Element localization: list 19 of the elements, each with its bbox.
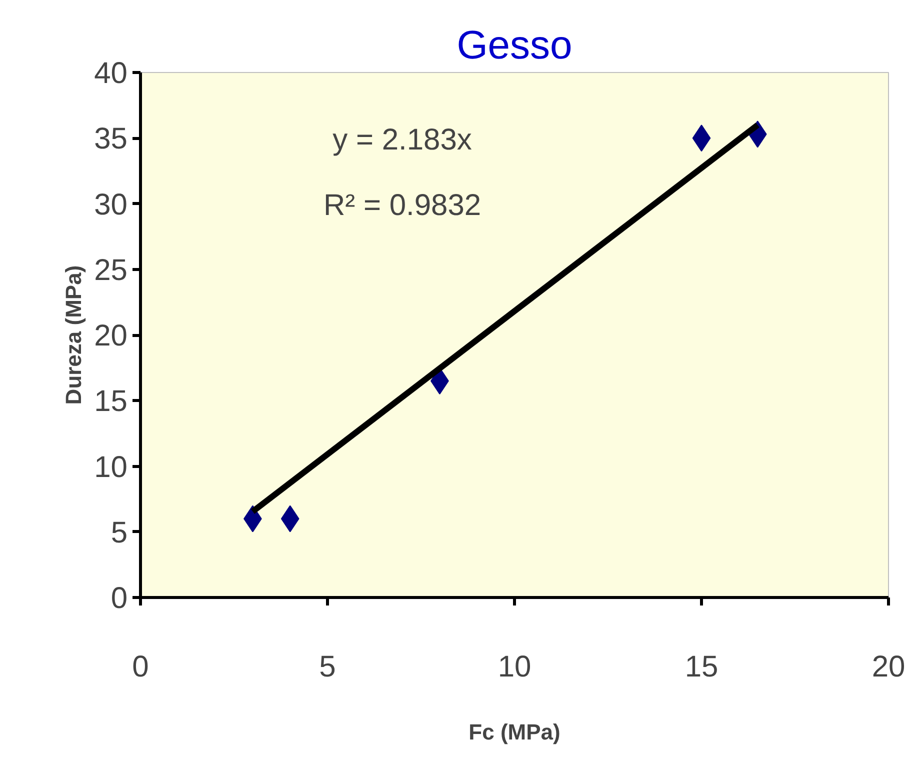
annotation: y = 2.183x (332, 124, 472, 156)
y-tick-label: 25 (94, 254, 128, 287)
y-tick-label: 15 (94, 385, 128, 418)
x-tick-label: 15 (684, 650, 718, 684)
x-tick-label: 5 (319, 650, 336, 684)
x-tick-label: 20 (872, 650, 906, 684)
y-tick-label: 35 (94, 122, 128, 156)
y-tick-label: 10 (94, 450, 128, 484)
y-tick-label: 30 (94, 188, 128, 222)
y-tick-label: 40 (94, 57, 128, 90)
x-tick-label: 0 (132, 650, 149, 684)
y-tick-label: 20 (94, 320, 128, 352)
annotation: R² = 0.9832 (324, 189, 482, 222)
y-tick-label: 5 (110, 516, 128, 550)
y-tick-label: 0 (110, 582, 128, 615)
chart-title: Gesso (456, 24, 572, 68)
x-axis-title: Fc (MPa) (468, 720, 560, 744)
x-tick-label: 10 (498, 650, 532, 684)
y-axis-title: Dureza (MPa) (61, 265, 86, 405)
